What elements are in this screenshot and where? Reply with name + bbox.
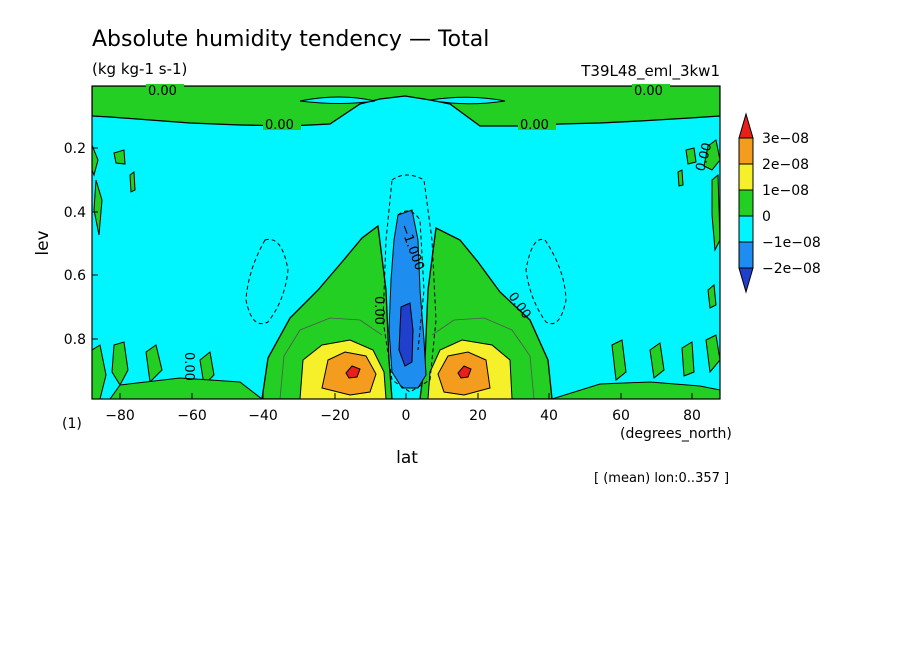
contour-label: 0.00: [520, 118, 549, 133]
run-name: T39L48_eml_3kw1: [580, 62, 720, 81]
colorbar-label: 0: [762, 209, 771, 225]
chart-units: (kg kg-1 s-1): [92, 60, 187, 78]
contour-label: 0.00: [634, 84, 663, 99]
colorbar-swatch: [738, 163, 754, 191]
contour-label: 0.00: [693, 141, 715, 173]
negative-contours: [245, 174, 567, 393]
contour-label: 0.00: [265, 118, 294, 133]
x-tick-label: 60: [612, 408, 630, 424]
contour-field: [92, 86, 720, 399]
top-green-band: [92, 86, 720, 127]
equatorial-strong-negative: [398, 302, 414, 367]
x-axis-label: lat: [396, 448, 418, 468]
x-tick-label: 0: [402, 408, 411, 424]
averaging-note: [ (mean) lon:0..357 ]: [594, 471, 729, 486]
contour-label: 0.00: [148, 84, 177, 99]
colorbar-swatch: [738, 189, 754, 217]
colorbar-label: 3e−08: [762, 131, 809, 147]
contour-label: 0.00: [181, 352, 196, 381]
x-tick-label: −20: [320, 408, 350, 424]
y-axis-unit: (1): [62, 416, 82, 432]
x-tick-label: −60: [177, 408, 207, 424]
positive-contours: [279, 317, 535, 399]
colorbar-label: 1e−08: [762, 183, 809, 199]
chart-title: Absolute humidity tendency — Total: [92, 27, 489, 52]
y-tick-label: 0.2: [64, 141, 86, 157]
x-tick-marks: [119, 393, 693, 399]
x-tick-label: 40: [540, 408, 558, 424]
colorbar-swatch: [738, 241, 754, 269]
colorbar-top-triangle: [738, 112, 754, 139]
colorbar-swatch: [738, 215, 754, 243]
y-tick-marks: [92, 147, 98, 340]
x-tick-label: −40: [248, 408, 278, 424]
x-tick-label: 80: [683, 408, 701, 424]
x-tick-label: −80: [105, 408, 135, 424]
y-axis-label: lev: [33, 230, 53, 255]
y-tick-label: 0.6: [64, 268, 86, 284]
colorbar-bottom-triangle: [738, 267, 754, 294]
colorbar: [738, 112, 754, 294]
contour-label: 0.00: [371, 296, 386, 325]
x-axis-unit: (degrees_north): [620, 426, 732, 442]
y-tick-label: 0.4: [64, 205, 86, 221]
colorbar-swatch: [738, 137, 754, 165]
y-tick-label: 0.8: [64, 332, 86, 348]
x-tick-label: 20: [469, 408, 487, 424]
colorbar-label: 2e−08: [762, 157, 809, 173]
right-red-core: [457, 365, 472, 379]
colorbar-label: −1e−08: [762, 235, 821, 251]
left-red-core: [345, 365, 361, 379]
colorbar-label: −2e−08: [762, 261, 821, 277]
equatorial-negative-column: [388, 209, 427, 389]
